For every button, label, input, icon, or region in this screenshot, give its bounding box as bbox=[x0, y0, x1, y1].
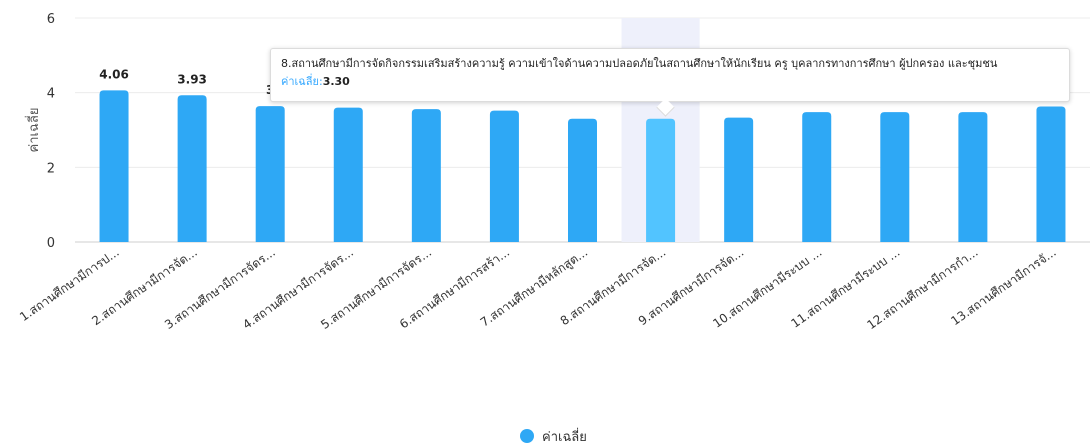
bar[interactable] bbox=[958, 112, 988, 242]
y-tick-label: 4 bbox=[47, 87, 55, 102]
tooltip: 8.สถานศึกษามีการจัดกิจกรรมเสริมสร้างความ… bbox=[270, 48, 1070, 102]
bar[interactable] bbox=[411, 109, 441, 243]
y-axis-label: ค่าเฉลี่ย bbox=[25, 108, 42, 153]
bar[interactable] bbox=[802, 112, 832, 242]
legend-label: ค่าเฉลี่ย bbox=[542, 428, 587, 445]
y-tick-label: 0 bbox=[47, 236, 55, 251]
tooltip-value-row: ค่าเฉลี่ย:3.30 bbox=[281, 73, 1059, 91]
bar[interactable] bbox=[333, 107, 363, 242]
bar[interactable] bbox=[177, 95, 207, 242]
bars bbox=[99, 90, 1066, 243]
legend[interactable]: ค่าเฉลี่ย bbox=[520, 428, 587, 445]
tooltip-title: 8.สถานศึกษามีการจัดกิจกรรมเสริมสร้างความ… bbox=[281, 57, 998, 70]
y-axis-ticks: 0 2 4 6 bbox=[47, 12, 55, 251]
data-label: 3.93 bbox=[177, 72, 207, 86]
legend-marker bbox=[520, 429, 534, 443]
data-label: 4.06 bbox=[99, 67, 129, 81]
x-axis-category-labels: 1.สถานศึกษามีการป...2.สถานศึกษามีการจัด.… bbox=[17, 245, 1059, 332]
bar[interactable] bbox=[880, 112, 910, 242]
bar[interactable] bbox=[489, 110, 519, 242]
y-tick-label: 6 bbox=[47, 12, 55, 27]
bar[interactable] bbox=[724, 117, 754, 242]
bar[interactable] bbox=[99, 90, 129, 242]
bar[interactable] bbox=[1036, 106, 1066, 242]
bar[interactable] bbox=[255, 106, 285, 243]
tooltip-value: 3.30 bbox=[322, 75, 350, 88]
bar[interactable] bbox=[568, 118, 597, 242]
bar[interactable] bbox=[646, 118, 676, 242]
tooltip-series-name: ค่าเฉลี่ย: bbox=[281, 75, 323, 88]
y-tick-label: 2 bbox=[47, 161, 55, 176]
